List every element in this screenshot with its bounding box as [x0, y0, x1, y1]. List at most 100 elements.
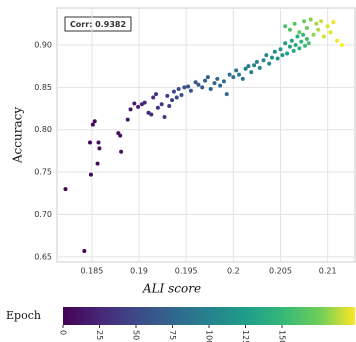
- point: [132, 101, 137, 106]
- point: [306, 41, 311, 46]
- point: [174, 95, 179, 100]
- y-tick-label: 0.80: [34, 125, 52, 134]
- point: [224, 92, 229, 97]
- point: [196, 82, 201, 87]
- point: [283, 41, 288, 46]
- point: [203, 78, 208, 83]
- point: [319, 19, 324, 24]
- colorbar: [63, 307, 355, 325]
- point: [119, 149, 124, 154]
- point: [280, 53, 285, 58]
- point: [328, 30, 333, 35]
- point: [88, 172, 93, 177]
- point: [165, 93, 170, 98]
- colorbar-label: Epoch: [6, 309, 41, 322]
- x-axis-label: ALI score: [142, 282, 201, 296]
- point: [339, 42, 344, 47]
- x-tick-label: 0.195: [175, 267, 198, 276]
- point: [176, 87, 181, 92]
- point: [252, 63, 257, 68]
- point: [90, 122, 95, 127]
- point: [295, 34, 300, 39]
- point: [179, 92, 184, 97]
- point: [125, 117, 130, 122]
- point: [285, 51, 290, 56]
- point: [142, 100, 147, 105]
- point: [97, 146, 102, 151]
- point: [272, 49, 277, 54]
- point: [167, 104, 172, 109]
- y-tick-label: 0.75: [34, 168, 52, 177]
- point: [154, 92, 159, 97]
- point: [171, 89, 176, 94]
- colorbar-tick-label: 75: [168, 330, 177, 340]
- point: [246, 64, 251, 69]
- point: [63, 187, 68, 192]
- point: [325, 24, 330, 29]
- point: [212, 81, 217, 86]
- point: [200, 85, 205, 90]
- point: [289, 38, 294, 43]
- y-axis-label: Accuracy: [11, 107, 25, 164]
- point: [186, 84, 191, 89]
- point: [297, 30, 302, 35]
- point: [118, 133, 123, 138]
- point: [257, 65, 262, 70]
- x-tick-label: 0.19: [130, 267, 148, 276]
- point: [321, 34, 326, 39]
- y-tick-label: 0.90: [34, 40, 52, 49]
- point: [261, 58, 266, 63]
- point: [162, 115, 167, 120]
- point: [208, 87, 213, 92]
- point: [283, 24, 288, 29]
- point: [243, 66, 248, 71]
- point: [82, 248, 87, 253]
- y-tick-label: 0.70: [34, 210, 52, 219]
- point: [270, 55, 275, 60]
- point: [240, 76, 245, 81]
- point: [297, 46, 302, 51]
- point: [304, 26, 309, 31]
- annotation-box: [64, 16, 132, 32]
- point: [331, 20, 336, 25]
- point: [221, 79, 226, 84]
- point: [287, 44, 292, 49]
- point: [237, 72, 242, 77]
- point: [159, 102, 164, 107]
- y-tick-label: 0.65: [34, 252, 52, 261]
- point: [311, 32, 316, 37]
- point: [193, 80, 198, 85]
- point: [218, 83, 223, 88]
- point: [95, 161, 100, 166]
- point: [234, 68, 239, 73]
- point: [170, 98, 175, 103]
- point: [299, 39, 304, 44]
- point: [291, 48, 296, 53]
- point: [254, 59, 259, 64]
- point: [275, 56, 280, 61]
- x-tick-label: 0.21: [319, 267, 337, 276]
- point: [335, 38, 340, 43]
- point: [316, 27, 321, 32]
- y-tick-label: 0.85: [34, 83, 52, 92]
- colorbar-tick-label: 25: [95, 330, 104, 340]
- point: [304, 37, 309, 42]
- point: [188, 88, 193, 93]
- point: [227, 72, 232, 77]
- colorbar-tick-label: 50: [132, 330, 141, 340]
- point: [92, 119, 97, 124]
- point: [292, 21, 297, 26]
- point: [88, 140, 93, 145]
- point: [302, 19, 307, 24]
- x-tick-label: 0.2: [227, 267, 240, 276]
- point: [149, 112, 154, 117]
- colorbar-tick-label: 100: [205, 330, 214, 342]
- point: [303, 43, 308, 48]
- x-tick-label: 0.185: [80, 267, 103, 276]
- colorbar-tick-label: 125: [241, 330, 250, 342]
- plot-area: [56, 7, 356, 263]
- colorbar-tick-label: 0: [59, 330, 68, 335]
- point: [287, 27, 292, 32]
- point: [231, 75, 236, 80]
